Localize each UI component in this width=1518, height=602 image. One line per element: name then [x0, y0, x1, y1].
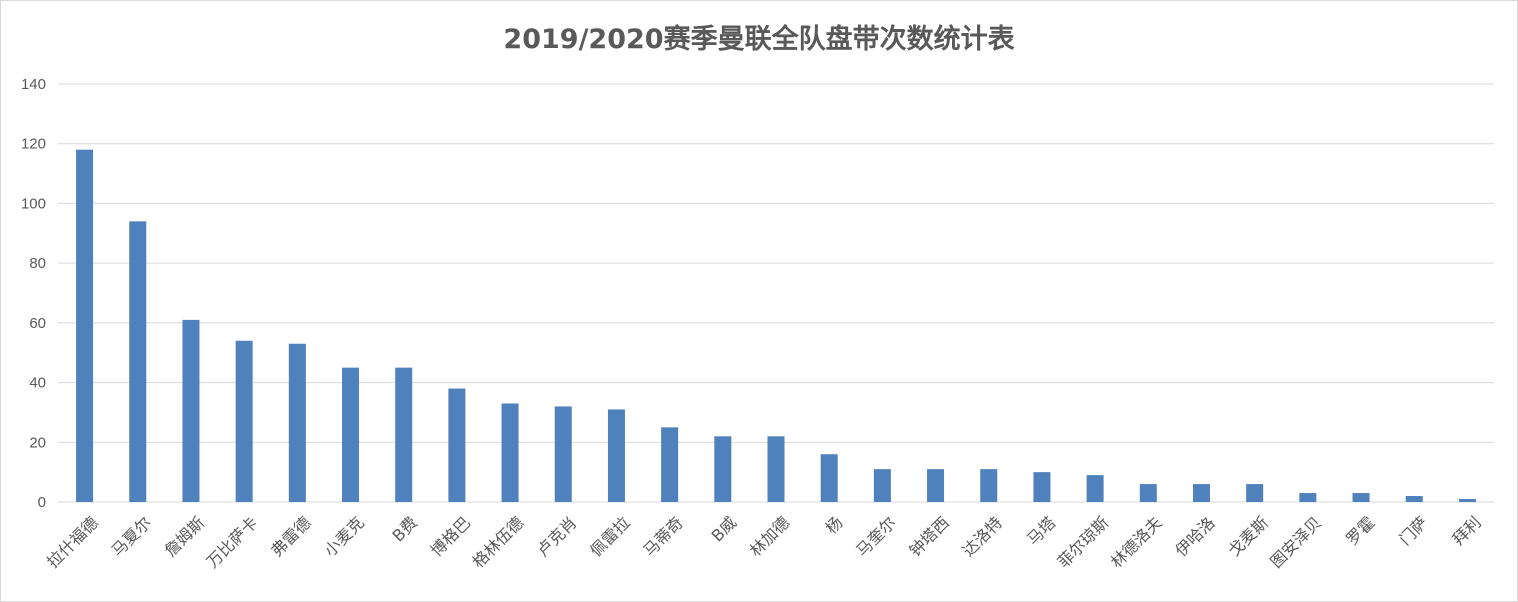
bar-1 — [76, 149, 94, 502]
bar-12 — [661, 427, 679, 502]
bar-23 — [1246, 484, 1264, 502]
x-category-label: 罗霍 — [1342, 513, 1378, 549]
x-category-label: 马奎尔 — [852, 513, 899, 560]
x-category-label: 弗雷德 — [267, 513, 314, 560]
bar-13 — [714, 436, 732, 502]
bar-7 — [395, 367, 413, 502]
bar-3 — [182, 319, 200, 502]
bar-2 — [129, 221, 147, 503]
x-category-label: B费 — [389, 513, 422, 546]
chart-title: 2019/2020赛季曼联全队盘带次数统计表 — [503, 24, 1015, 55]
y-tick-label: 60 — [29, 315, 46, 332]
bar-14 — [767, 436, 785, 502]
bar-4 — [235, 340, 253, 502]
bar-11 — [607, 409, 625, 502]
bar-20 — [1086, 475, 1104, 502]
y-tick-label: 100 — [21, 195, 46, 212]
bar-8 — [448, 388, 466, 502]
x-category-label: 马塔 — [1023, 513, 1059, 549]
x-category-label: 小麦克 — [320, 513, 367, 560]
x-category-label: 钟塔西 — [905, 513, 952, 560]
x-category-label: 图安泽贝 — [1266, 513, 1325, 572]
x-category-label: 拜利 — [1449, 513, 1485, 549]
x-category-label: 林德洛夫 — [1107, 513, 1166, 572]
y-axis-ticks: 0 20 40 60 80 100 120 140 — [21, 76, 46, 511]
y-tick-label: 140 — [21, 76, 46, 93]
x-category-label: 戈麦斯 — [1225, 513, 1272, 560]
bar-17 — [927, 469, 945, 502]
x-category-label: B威 — [708, 513, 741, 546]
x-category-label: 门萨 — [1395, 513, 1431, 549]
bar-18 — [980, 469, 998, 502]
x-category-label: 菲尔琼斯 — [1054, 513, 1113, 572]
bar-9 — [501, 403, 519, 502]
x-category-label: 马蒂奇 — [640, 513, 687, 560]
bar-15 — [820, 454, 838, 502]
y-tick-label: 120 — [21, 136, 46, 153]
bar-25 — [1352, 493, 1370, 502]
x-category-label: 杨 — [822, 513, 847, 538]
bar-22 — [1192, 484, 1210, 502]
bar-10 — [554, 406, 572, 502]
x-category-label: 林加德 — [746, 513, 793, 560]
y-tick-label: 0 — [38, 494, 46, 511]
bar-6 — [342, 367, 360, 502]
x-category-label: 詹姆斯 — [161, 513, 208, 560]
bar-16 — [873, 469, 891, 502]
x-category-label: 卢克肖 — [533, 513, 580, 560]
bar-19 — [1033, 472, 1051, 502]
x-category-label: 马夏尔 — [108, 513, 155, 560]
bar-26 — [1405, 496, 1423, 502]
bar-5 — [288, 343, 306, 502]
x-category-label: 达洛特 — [959, 513, 1006, 560]
bars — [76, 149, 1476, 503]
y-tick-label: 80 — [29, 255, 46, 272]
x-category-label: 万比萨卡 — [203, 513, 262, 572]
x-category-label: 格林伍德 — [469, 513, 528, 572]
x-category-label: 博格巴 — [427, 513, 474, 560]
x-category-label: 佩雷拉 — [586, 513, 633, 560]
bar-27 — [1458, 499, 1476, 502]
x-category-label: 拉什福德 — [43, 513, 102, 572]
y-tick-label: 40 — [29, 375, 46, 392]
x-category-label: 伊哈洛 — [1171, 513, 1218, 560]
y-tick-label: 20 — [29, 434, 46, 451]
bar-24 — [1299, 493, 1317, 502]
bar-21 — [1139, 484, 1157, 502]
